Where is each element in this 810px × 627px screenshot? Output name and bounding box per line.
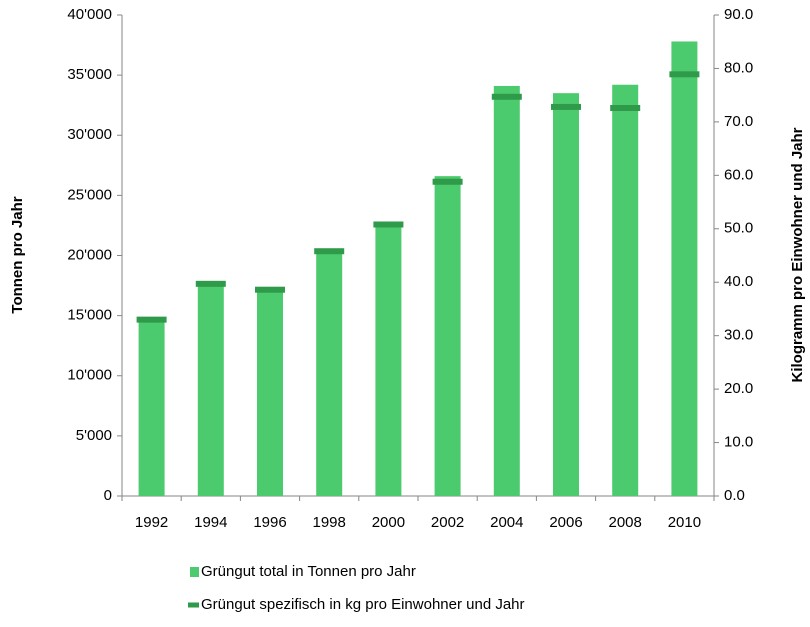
x-tick-label: 1994	[194, 514, 227, 531]
bar	[138, 318, 165, 496]
bar	[375, 221, 402, 496]
y2-tick-label: 20.0	[724, 380, 753, 397]
marker	[136, 316, 167, 323]
y-tick-label: 15'000	[67, 307, 112, 324]
marker	[432, 178, 463, 185]
x-tick-label: 2006	[549, 514, 582, 531]
x-tick-label: 2000	[372, 514, 405, 531]
y-tick-label: 25'000	[67, 186, 112, 203]
y-tick-label: 0	[104, 487, 112, 504]
y-tick-label: 40'000	[67, 6, 112, 23]
y2-tick-label: 40.0	[724, 273, 753, 290]
x-tick-label: 2008	[609, 514, 642, 531]
marker	[255, 286, 285, 293]
legend-label: Grüngut total in Tonnen pro Jahr	[201, 563, 416, 580]
y2-tick-label: 50.0	[724, 220, 753, 237]
x-tick-label: 1998	[313, 514, 346, 531]
bar	[553, 93, 579, 496]
y2-axis-title: Kilogramm pro Einwohner und Jahr	[789, 127, 806, 382]
marker	[314, 248, 345, 255]
y2-tick-label: 80.0	[724, 59, 753, 76]
bar	[197, 283, 224, 496]
x-tick-label: 1992	[135, 514, 168, 531]
bar	[257, 289, 283, 496]
bar	[316, 249, 343, 496]
marker	[373, 221, 404, 228]
bar	[493, 85, 520, 496]
x-tick-label: 1996	[253, 514, 286, 531]
x-tick-label: 2010	[668, 514, 701, 531]
y-tick-label: 10'000	[67, 367, 112, 384]
x-tick-label: 2002	[431, 514, 464, 531]
y2-tick-label: 30.0	[724, 327, 753, 344]
marker	[551, 103, 581, 110]
x-tick-label: 2004	[490, 514, 523, 531]
legend-swatch	[190, 567, 199, 577]
marker	[195, 280, 226, 287]
y2-tick-label: 70.0	[724, 113, 753, 130]
y2-tick-label: 10.0	[724, 434, 753, 451]
y-tick-label: 30'000	[67, 126, 112, 143]
marker	[491, 93, 522, 100]
marker	[610, 104, 641, 111]
y-tick-label: 5'000	[76, 427, 112, 444]
y-tick-label: 35'000	[67, 66, 112, 83]
legend-label: Grüngut spezifisch in kg pro Einwohner u…	[201, 596, 525, 613]
y2-tick-label: 60.0	[724, 166, 753, 183]
bar	[671, 41, 698, 496]
y-tick-label: 20'000	[67, 246, 112, 263]
marker	[669, 71, 700, 78]
y2-tick-label: 0.0	[724, 487, 745, 504]
y2-tick-label: 90.0	[724, 6, 753, 23]
bar	[612, 84, 639, 497]
legend-swatch	[188, 602, 199, 608]
bar	[434, 176, 461, 496]
y-axis-title: Tonnen pro Jahr	[9, 196, 26, 313]
